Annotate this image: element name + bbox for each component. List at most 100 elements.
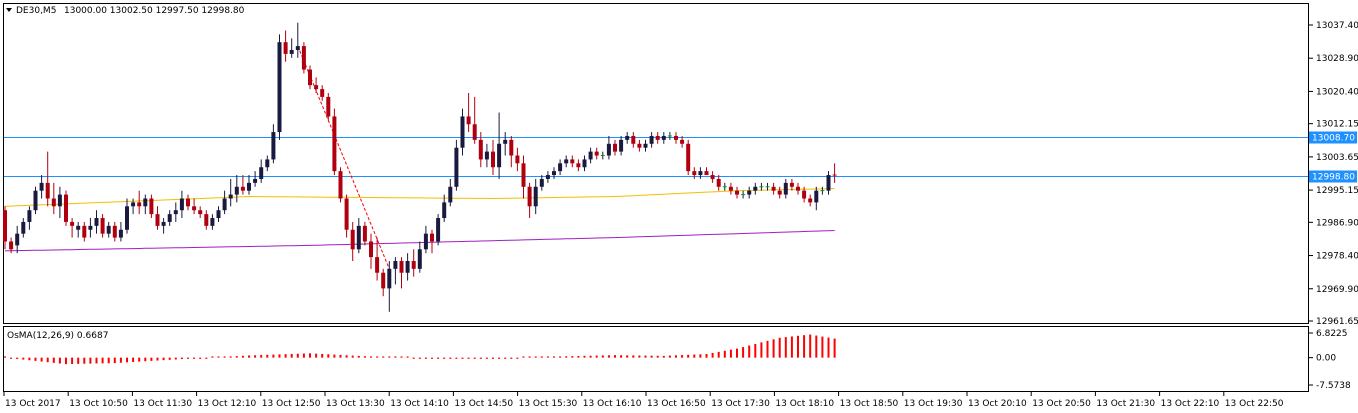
candle-body xyxy=(796,186,800,191)
osma-bar xyxy=(65,357,67,365)
osma-bar xyxy=(754,343,757,358)
osma-bar xyxy=(431,357,433,359)
price-tick-label: 12961.65 xyxy=(1316,317,1358,327)
osma-bar xyxy=(113,357,116,364)
osma-bar xyxy=(455,357,458,359)
candle-body xyxy=(344,198,349,230)
candle-body xyxy=(649,135,654,144)
time-tick-label: 13 Oct 18:50 xyxy=(840,399,899,409)
osma-bar xyxy=(797,335,799,358)
osma-bar xyxy=(705,354,708,358)
osma-bar xyxy=(821,336,824,358)
candle-body xyxy=(503,139,508,144)
osma-bar xyxy=(443,357,446,359)
osma-bar xyxy=(638,355,641,358)
osma-bar xyxy=(138,357,141,362)
candle-body xyxy=(448,186,453,203)
osma-bar xyxy=(583,355,586,358)
osma-bar xyxy=(473,357,476,359)
candle-body xyxy=(466,116,471,125)
time-tick-label: 13 Oct 17:30 xyxy=(711,399,770,409)
symbol-dropdown-icon[interactable] xyxy=(6,8,12,12)
osma-bar xyxy=(498,357,501,359)
osma-bar xyxy=(241,355,244,358)
candle-body xyxy=(491,151,495,168)
candle-body xyxy=(88,225,93,230)
candle-body xyxy=(789,182,794,187)
candle-body xyxy=(509,139,514,156)
osma-bar xyxy=(266,354,269,358)
candle-body xyxy=(33,190,38,211)
osma-bar xyxy=(126,357,128,363)
osma-bar xyxy=(333,354,336,358)
osma-bar xyxy=(95,357,98,364)
osma-bar xyxy=(254,355,257,358)
time-tick-label: 13 Oct 12:10 xyxy=(198,399,257,409)
osma-bar xyxy=(180,357,183,360)
candle-body xyxy=(338,171,343,199)
time-tick-label: 13 Oct 16:10 xyxy=(583,399,642,409)
candle-body xyxy=(100,218,105,234)
candle-body xyxy=(399,261,404,273)
osma-bar xyxy=(510,357,513,359)
time-tick-label: 13 Oct 20:10 xyxy=(968,399,1027,409)
osma-bar xyxy=(693,354,696,358)
candle-body xyxy=(350,229,355,250)
candle-body xyxy=(771,186,776,191)
osma-histogram-layer xyxy=(4,334,836,365)
osma-bar xyxy=(296,353,299,358)
candle-body xyxy=(21,221,26,234)
price-tick-label: 12986.90 xyxy=(1316,218,1358,228)
candle-body xyxy=(613,143,617,152)
candle-body xyxy=(210,218,215,226)
osma-bar xyxy=(516,357,519,359)
time-tick-label: 13 Oct 14:10 xyxy=(390,399,449,409)
osma-bar xyxy=(412,357,415,359)
candle-body xyxy=(234,186,239,195)
candle-body xyxy=(375,257,380,273)
candle-body xyxy=(704,171,709,176)
osma-tick-label: 6.8225 xyxy=(1316,329,1348,339)
osma-bar xyxy=(248,355,250,358)
candle-body xyxy=(735,190,739,195)
trend-line[interactable] xyxy=(297,45,390,270)
candle-body xyxy=(802,190,807,199)
candle-body xyxy=(661,135,666,140)
candle-body xyxy=(149,198,154,215)
candle-body xyxy=(728,186,733,191)
osma-tick-label: 0.00 xyxy=(1316,354,1336,364)
price-tick-label: 12995.15 xyxy=(1316,186,1358,196)
osma-bar xyxy=(406,356,409,358)
osma-bar xyxy=(485,357,488,359)
candle-body xyxy=(545,175,550,179)
osma-bar xyxy=(809,334,812,358)
osma-bar xyxy=(272,354,275,358)
candle-body xyxy=(655,135,660,140)
candle-body xyxy=(228,194,233,199)
candle-body xyxy=(393,261,398,269)
ohlc-label: 13000.00 13002.50 12997.50 12998.80 xyxy=(64,6,245,16)
candle-body xyxy=(332,116,337,172)
osma-bar xyxy=(223,356,226,358)
osma-bar xyxy=(540,356,543,358)
osma-bar xyxy=(174,357,177,360)
osma-bar xyxy=(150,357,153,361)
osma-bar xyxy=(528,356,531,358)
osma-bar xyxy=(833,338,836,358)
horizontal-lines-layer xyxy=(4,137,1308,177)
candle-body xyxy=(167,214,172,222)
osma-bar xyxy=(370,356,372,358)
candle-body xyxy=(64,194,68,222)
candle-body xyxy=(808,198,813,203)
osma-bar xyxy=(467,357,470,359)
candle-body xyxy=(783,182,788,195)
candle-body xyxy=(253,178,258,183)
candle-body xyxy=(472,124,477,140)
osma-bar xyxy=(614,355,616,358)
price-tick-label: 13037.40 xyxy=(1316,21,1358,31)
candle-body xyxy=(314,85,319,90)
osma-bar xyxy=(748,345,751,358)
osma-bar xyxy=(205,357,208,359)
osma-bar xyxy=(589,355,592,358)
price-line-label-box xyxy=(1309,131,1357,144)
